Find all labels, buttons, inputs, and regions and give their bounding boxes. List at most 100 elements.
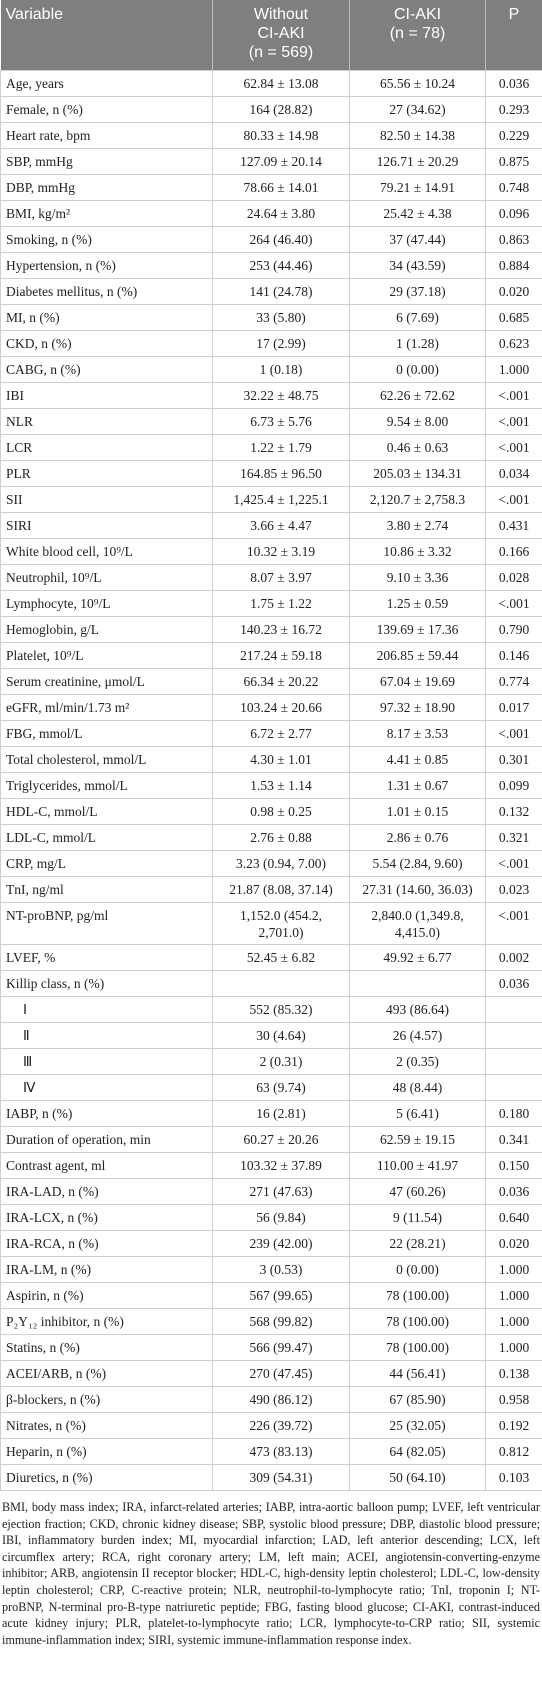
value-cell: 568 (99.82) [212,1308,350,1335]
value-cell: 22 (28.21) [349,1230,486,1257]
value-cell: 0.98 ± 0.25 [212,798,350,825]
value-cell: 5.54 (2.84, 9.60) [349,850,486,877]
value-cell: 473 (83.13) [212,1438,350,1465]
table-row: TnI, ng/ml 21.87 (8.08, 37.14) 27.31 (14.6… [0,876,542,903]
variable-cell: NLR [0,408,213,435]
value-cell: 0.023 [485,876,542,903]
value-cell: 2 (0.35) [349,1048,486,1075]
variable-cell: LDL-C, mmol/L [0,824,213,851]
value-cell: 0.028 [485,564,542,591]
variable-cell: IABP, n (%) [0,1100,213,1127]
value-cell: 25.42 ± 4.38 [349,200,486,227]
table-row: Age, years 62.84 ± 13.08 65.56 ± 10.24 0.03… [0,70,542,97]
value-cell: 0.002 [485,944,542,971]
value-cell: 0.036 [485,1178,542,1205]
variable-cell: Diuretics, n (%) [0,1464,213,1491]
value-cell: 1 (0.18) [212,356,350,383]
value-cell: 0.036 [485,70,542,97]
value-cell: 97.32 ± 18.90 [349,694,486,721]
value-cell: 110.00 ± 41.97 [349,1152,486,1179]
value-cell: 103.24 ± 20.66 [212,694,350,721]
table-row: SII 1,425.4 ± 1,225.1 2,120.7 ± 2,758.3 <.0… [0,486,542,513]
value-cell: 33 (5.80) [212,304,350,331]
variable-cell: IRA-LCX, n (%) [0,1204,213,1231]
value-cell: 264 (46.40) [212,226,350,253]
value-cell: 62.26 ± 72.62 [349,382,486,409]
value-cell: 47 (60.26) [349,1178,486,1205]
header-cell: CI-AKI (n = 78) [349,0,486,71]
value-cell: 0.46 ± 0.63 [349,434,486,461]
value-cell: 3.23 (0.94, 7.00) [212,850,350,877]
value-cell: 0.341 [485,1126,542,1153]
value-cell: 0.020 [485,278,542,305]
value-cell: 103.32 ± 37.89 [212,1152,350,1179]
value-cell: 0.036 [485,970,542,997]
table-row: Serum creatinine, μmol/L 66.34 ± 20.22 67.… [0,668,542,695]
header-line: Without [253,6,309,23]
value-cell: 50 (64.10) [349,1464,486,1491]
value-cell: 56 (9.84) [212,1204,350,1231]
table-row: SBP, mmHg 127.09 ± 20.14 126.71 ± 20.29 0.8… [0,148,542,175]
table-row: CRP, mg/L 3.23 (0.94, 7.00) 5.54 (2.84, 9.… [0,850,542,877]
value-cell: 30 (4.64) [212,1022,350,1049]
variable-cell: SII [0,486,213,513]
table-row: Ⅱ 30 (4.64) 26 (4.57) [0,1022,542,1049]
variable-cell: TnI, ng/ml [0,876,213,903]
value-cell: 9 (11.54) [349,1204,486,1231]
table-row: Ⅳ 63 (9.74) 48 (8.44) [0,1074,542,1101]
variable-cell: Killip class, n (%) [0,970,213,997]
value-cell: 140.23 ± 16.72 [212,616,350,643]
value-cell: 3.80 ± 2.74 [349,512,486,539]
value-cell: 62.59 ± 19.15 [349,1126,486,1153]
value-cell: 24.64 ± 3.80 [212,200,350,227]
value-cell: 0.774 [485,668,542,695]
value-cell: 1.000 [485,1308,542,1335]
table-row: Hemoglobin, g/L 140.23 ± 16.72 139.69 ± 17… [0,616,542,643]
variable-cell: Ⅲ [0,1048,213,1075]
variable-cell: CKD, n (%) [0,330,213,357]
value-cell: 29 (37.18) [349,278,486,305]
variable-cell: IRA-LM, n (%) [0,1256,213,1283]
value-cell: 239 (42.00) [212,1230,350,1257]
table-row: NT-proBNP, pg/ml 1,152.0 (454.2, 2,701.0)… [0,902,542,945]
table-row: Total cholesterol, mmol/L 4.30 ± 1.01 4.41… [0,746,542,773]
value-cell: <.001 [485,382,542,409]
value-cell: 0.301 [485,746,542,773]
value-cell: 16 (2.81) [212,1100,350,1127]
value-cell: 1.31 ± 0.67 [349,772,486,799]
header-row: Variable Without CI-AKI (n = 569) CI-AKI (n =… [0,0,542,71]
value-cell: 10.86 ± 3.32 [349,538,486,565]
table-row: Heparin, n (%) 473 (83.13) 64 (82.05) 0.812 [0,1438,542,1465]
value-cell: 0.229 [485,122,542,149]
value-cell: 9.54 ± 8.00 [349,408,486,435]
value-cell: 10.32 ± 3.19 [212,538,350,565]
variable-cell: MI, n (%) [0,304,213,331]
variable-cell: Heparin, n (%) [0,1438,213,1465]
value-cell: 2 (0.31) [212,1048,350,1075]
value-cell: 490 (86.12) [212,1386,350,1413]
variable-cell: PLR [0,460,213,487]
value-cell: 0.146 [485,642,542,669]
value-cell: 25 (32.05) [349,1412,486,1439]
value-cell: 5 (6.41) [349,1100,486,1127]
value-cell: 48 (8.44) [349,1074,486,1101]
value-cell: 0.099 [485,772,542,799]
value-cell: 0.790 [485,616,542,643]
variable-cell: BMI, kg/m² [0,200,213,227]
value-cell: 164 (28.82) [212,96,350,123]
value-cell: 0.166 [485,538,542,565]
value-cell: 79.21 ± 14.91 [349,174,486,201]
value-cell: 253 (44.46) [212,252,350,279]
variable-cell: SIRI [0,512,213,539]
value-cell: 26 (4.57) [349,1022,486,1049]
value-cell: 139.69 ± 17.36 [349,616,486,643]
value-cell: <.001 [485,902,542,945]
value-cell: <.001 [485,434,542,461]
variable-cell: IRA-LAD, n (%) [0,1178,213,1205]
variable-cell: Neutrophil, 10⁹/L [0,564,213,591]
value-cell: 1.22 ± 1.79 [212,434,350,461]
value-cell: 27.31 (14.60, 36.03) [349,876,486,903]
value-cell: 0.685 [485,304,542,331]
value-cell: 141 (24.78) [212,278,350,305]
variable-cell: Smoking, n (%) [0,226,213,253]
